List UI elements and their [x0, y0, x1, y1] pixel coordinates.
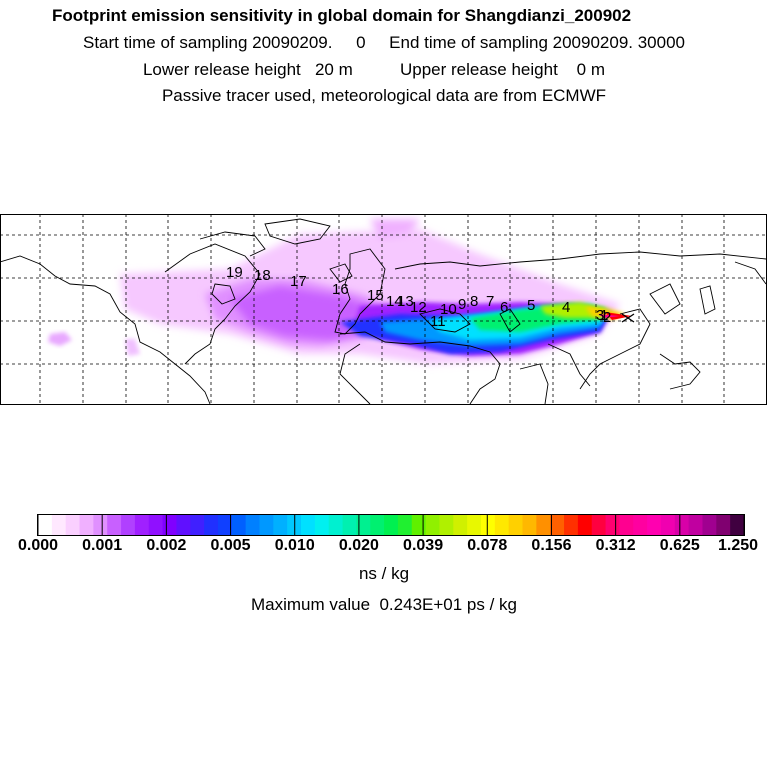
- traj-label-10: 10: [440, 301, 457, 318]
- colorbar-cell: [273, 515, 288, 535]
- colorbar-cell: [688, 515, 704, 535]
- traj-label-2: 2: [603, 309, 611, 326]
- traj-label-1: 1: [600, 307, 608, 324]
- colorbar-cell: [245, 515, 261, 535]
- colorbar-cell: [508, 515, 524, 535]
- colorbar-cell: [564, 515, 579, 535]
- colorbar-cell: [190, 515, 205, 535]
- colorbar-cell: [51, 515, 67, 535]
- traj-label-11: 11: [430, 313, 446, 330]
- colorbar-cell: [356, 515, 371, 535]
- colorbar-tick-label: 1.250: [717, 537, 759, 554]
- colorbar-cell: [301, 515, 316, 535]
- traj-label-4: 4: [562, 299, 570, 316]
- colorbar-cell: [633, 515, 648, 535]
- colorbar-tick-label: 0.005: [210, 537, 251, 554]
- colorbar-cell: [148, 515, 164, 535]
- colorbar-cell: [328, 515, 344, 535]
- colorbar-cell: [467, 515, 482, 535]
- traj-label-12: 12: [410, 299, 427, 316]
- traj-label-16: 16: [332, 281, 349, 298]
- colorbar-cell: [439, 515, 454, 535]
- colorbar-tick-label: 0.001: [82, 537, 123, 554]
- colorbar-cell: [93, 515, 108, 535]
- colorbar-tick-label: 0.625: [659, 537, 700, 554]
- colorbar-tick-marks: [37, 515, 745, 535]
- colorbar-cell: [480, 515, 496, 535]
- colorbar-tick-label: 0.002: [146, 537, 187, 554]
- maximum-value-text: Maximum value 0.243E+01 ps / kg: [251, 595, 517, 614]
- colorbar-cell: [176, 515, 191, 535]
- traj-label-8: 8: [470, 293, 478, 310]
- colorbar-cell: [660, 515, 676, 535]
- colorbar-cell: [605, 515, 621, 535]
- trajectory-labels: 1 2 3 4 5 6 7 8 9 10 11 12 13 14 15 16 1…: [226, 264, 611, 330]
- colorbar-cell: [425, 515, 441, 535]
- colorbar-cell: [536, 515, 551, 535]
- traj-label-7: 7: [486, 293, 494, 310]
- colorbar-tick-label: 0.010: [274, 537, 315, 554]
- traj-label-9: 9: [458, 296, 466, 313]
- colorbar-tick-label: 0.000: [17, 537, 59, 554]
- map-title: Footprint emission sensitivity in global…: [52, 6, 632, 25]
- colorbar-cell: [716, 515, 731, 535]
- release-height-line: Lower release height 20 m Upper release …: [142, 60, 606, 79]
- traj-label-14: 14: [386, 293, 403, 310]
- colorbar-units: ns / kg: [358, 564, 410, 583]
- colorbar-cell: [702, 515, 717, 535]
- colorbar-tick-label: 0.312: [595, 537, 636, 554]
- traj-label-19: 19: [226, 264, 243, 281]
- colorbar-tick-label: 0.078: [467, 537, 508, 554]
- colorbar-cell: [107, 515, 122, 535]
- footprint-map: 1 2 3 4 5 6 7 8 9 10 11 12 13 14 15 16 1…: [0, 214, 767, 405]
- traj-label-18: 18: [254, 267, 271, 284]
- tracer-info-line: Passive tracer used, meteorological data…: [161, 86, 607, 105]
- colorbar-cell: [550, 515, 565, 535]
- coastlines: [0, 218, 767, 405]
- colorbar-cell: [342, 515, 357, 535]
- colorbar-cell: [314, 515, 330, 535]
- colorbar-tick-label: 0.156: [531, 537, 572, 554]
- colorbar-cell: [38, 515, 53, 535]
- colorbar-cell: [121, 515, 136, 535]
- receptor-marker: [621, 313, 635, 323]
- colorbar: [37, 514, 745, 536]
- colorbar-cell: [647, 515, 662, 535]
- colorbar-cell: [65, 515, 81, 535]
- sampling-time-line: Start time of sampling 20090209. 0 End t…: [83, 33, 685, 52]
- colorbar-cell: [134, 515, 150, 535]
- colorbar-cell: [204, 515, 219, 535]
- colorbar-cells: [38, 515, 745, 535]
- colorbar-cell: [384, 515, 399, 535]
- colorbar-cell: [231, 515, 247, 535]
- traj-label-3: 3: [596, 307, 604, 324]
- traj-label-5: 5: [527, 297, 535, 314]
- colorbar-cell: [79, 515, 94, 535]
- colorbar-cell: [577, 515, 593, 535]
- colorbar-cell: [162, 515, 178, 535]
- colorbar-cell: [494, 515, 510, 535]
- colorbar-cell: [217, 515, 233, 535]
- traj-label-17: 17: [290, 273, 307, 290]
- colorbar-cell: [522, 515, 537, 535]
- colorbar-cell: [411, 515, 427, 535]
- colorbar-cell: [730, 515, 745, 535]
- colorbar-tick-label: 0.039: [403, 537, 444, 554]
- traj-label-6: 6: [500, 299, 508, 316]
- colorbar-cell: [370, 515, 385, 535]
- colorbar-cell: [591, 515, 607, 535]
- graticule: [0, 214, 767, 405]
- colorbar-cell: [259, 515, 274, 535]
- colorbar-cell: [397, 515, 413, 535]
- traj-label-15: 15: [367, 287, 384, 304]
- colorbar-cell: [619, 515, 634, 535]
- colorbar-cell: [674, 515, 690, 535]
- traj-label-13: 13: [397, 293, 414, 310]
- colorbar-cell: [453, 515, 468, 535]
- colorbar-tick-label: 0.020: [338, 537, 379, 554]
